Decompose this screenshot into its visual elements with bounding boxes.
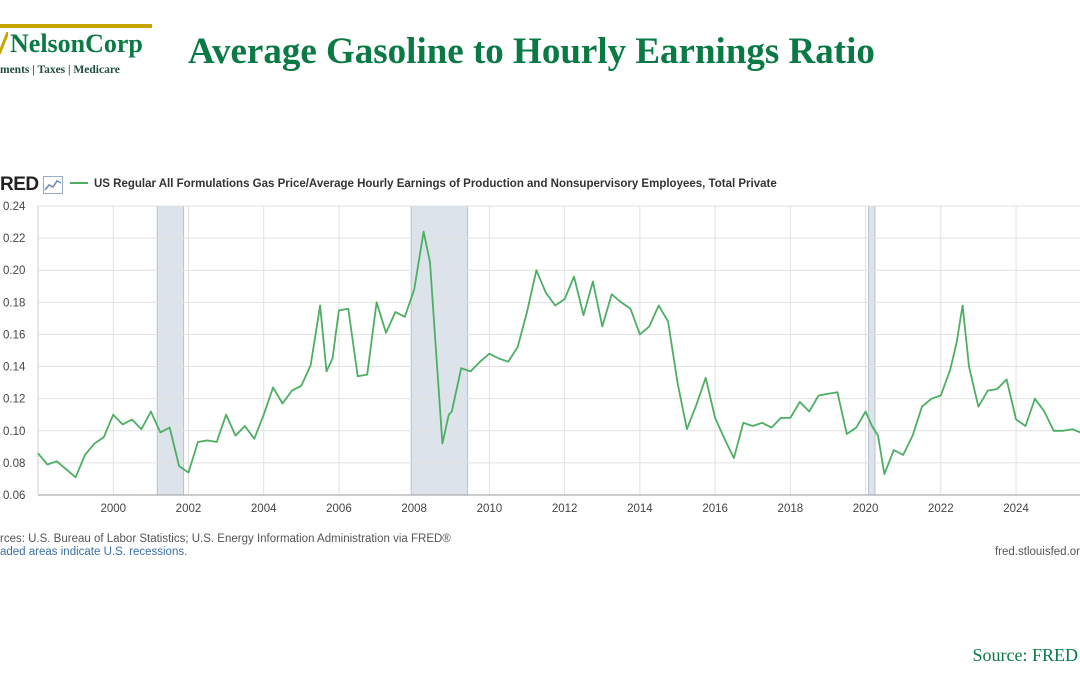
logo-accent-bar [0, 24, 152, 28]
x-tick-label: 2018 [778, 503, 804, 515]
y-tick-label: 0.20 [3, 265, 25, 277]
legend-swatch [70, 181, 88, 184]
x-tick-label: 2008 [401, 503, 427, 515]
chart-sources-line: rces: U.S. Bureau of Labor Statistics; U… [0, 533, 451, 545]
recession-band [868, 205, 876, 496]
x-tick-label: 2020 [853, 503, 879, 515]
line-chart: 0.06 0.08 0.10 0.12 0.14 0.16 0.18 0.20 0.22 0.24… [3, 201, 1080, 515]
y-tick-label: 0.22 [3, 233, 25, 245]
x-tick-label: 2016 [702, 503, 728, 515]
recession-note: aded areas indicate U.S. recessions. [0, 546, 188, 558]
company-tagline: ments | Taxes | Medicare [0, 64, 120, 76]
y-tick-label: 0.14 [3, 362, 26, 374]
y-tick-label: 0.06 [3, 490, 25, 502]
x-tick-label: 2002 [176, 503, 202, 515]
series-line [37, 230, 1080, 479]
y-tick-label: 0.08 [3, 458, 25, 470]
company-logo: NelsonCorp ments | Taxes | Medicare [0, 22, 156, 78]
x-tick-label: 2024 [1003, 503, 1029, 515]
fred-url: fred.stlouisfed.or [994, 546, 1080, 558]
x-tick-label: 2014 [627, 503, 653, 515]
x-tick-label: 2022 [928, 503, 954, 515]
legend-series-label: US Regular All Formulations Gas Price/Av… [94, 178, 777, 190]
y-tick-label: 0.18 [3, 297, 25, 309]
x-tick-label: 2004 [251, 503, 277, 515]
page-title: Average Gasoline to Hourly Earnings Rati… [188, 31, 875, 72]
x-tick-label: 2000 [100, 503, 126, 515]
y-tick-labels: 0.06 0.08 0.10 0.12 0.14 0.16 0.18 0.20 0.22 0.24 [3, 201, 26, 502]
axes [37, 206, 1080, 496]
logo-check-icon [0, 32, 8, 54]
fred-graph-icon [43, 176, 63, 194]
slide-source: Source: FRED [972, 645, 1079, 665]
chart-legend: US Regular All Formulations Gas Price/Av… [70, 178, 777, 192]
x-tick-labels: 2000 2002 2004 2006 2008 2010 2012 2014 2016 2018… [100, 503, 1029, 515]
recession-band [410, 205, 469, 496]
recession-band [156, 205, 185, 496]
y-tick-label: 0.12 [3, 394, 25, 406]
y-tick-label: 0.16 [3, 329, 25, 341]
y-tick-label: 0.24 [3, 201, 26, 213]
x-tick-label: 2010 [477, 503, 503, 515]
y-tick-label: 0.10 [3, 426, 25, 438]
company-name: NelsonCorp [10, 29, 143, 58]
fred-logo: RED [0, 174, 39, 195]
series-layer [37, 230, 1080, 479]
x-tick-label: 2012 [552, 503, 578, 515]
x-tick-label: 2006 [326, 503, 352, 515]
